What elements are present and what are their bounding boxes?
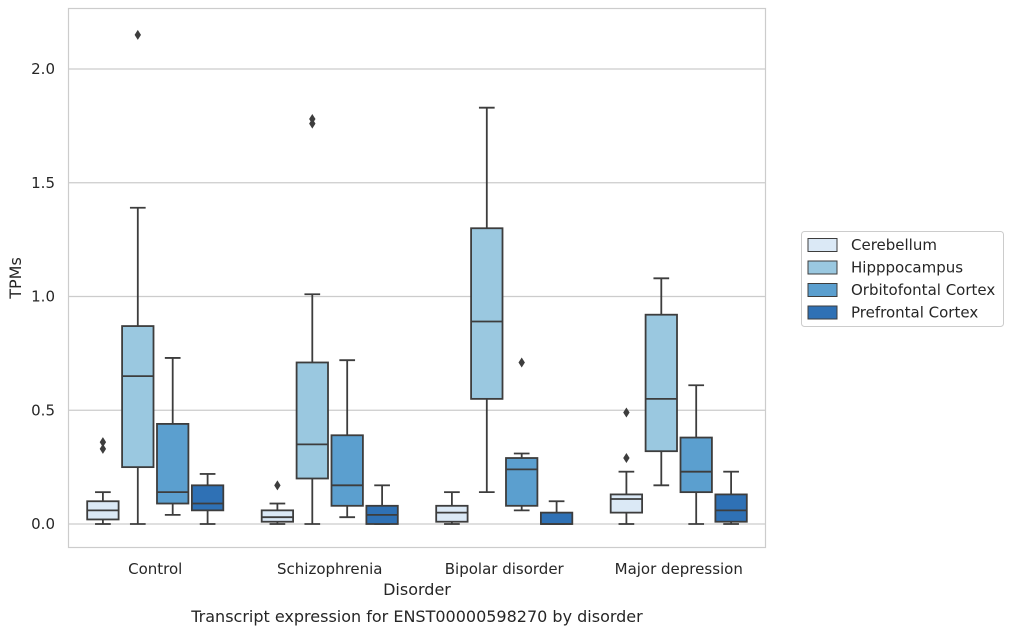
box-0-0 xyxy=(86,437,120,525)
outlier-marker xyxy=(99,443,107,454)
legend-label: Cerebellum xyxy=(851,236,937,254)
y-tick-label: 0.5 xyxy=(31,401,55,419)
legend-label: Hipppocampus xyxy=(851,259,963,277)
x-axis-title: Disorder xyxy=(383,580,451,599)
y-tick-label: 1.0 xyxy=(31,288,55,306)
x-axis-ticks: Control Schizophrenia Bipolar disorder Majo… xyxy=(128,560,743,578)
box-0-2 xyxy=(156,357,190,516)
plot-frame xyxy=(67,7,767,549)
outlier-marker xyxy=(309,114,316,125)
boxes xyxy=(86,29,748,525)
x-tick-label: Major depression xyxy=(615,560,743,578)
legend-label: Prefrontal Cortex xyxy=(851,304,978,322)
x-tick-label: Schizophrenia xyxy=(277,560,382,578)
outlier-marker xyxy=(518,357,525,368)
box-2-3 xyxy=(539,500,574,525)
box-3-0 xyxy=(609,407,644,525)
y-tick-label: 2.0 xyxy=(31,60,55,78)
box-body xyxy=(505,457,539,507)
legend-frame xyxy=(801,231,1004,327)
box-body xyxy=(156,422,190,505)
box-3-3 xyxy=(714,470,748,525)
box-body xyxy=(714,493,748,523)
legend-swatch xyxy=(807,283,838,297)
legend-swatch xyxy=(807,260,838,275)
box-3-2 xyxy=(679,384,713,525)
box-0-3 xyxy=(190,473,225,525)
outlier-marker xyxy=(99,437,107,448)
outlier-marker xyxy=(134,29,141,40)
x-tick-label: Control xyxy=(128,560,182,578)
outlier-marker xyxy=(623,407,630,418)
box-body xyxy=(609,493,644,514)
box-body xyxy=(435,504,469,523)
box-body xyxy=(679,436,713,494)
legend-label: Orbitofontal Cortex xyxy=(851,281,995,299)
box-body xyxy=(260,509,295,523)
chart-caption: Transcript expression for ENST0000059827… xyxy=(190,607,643,626)
y-axis-title: TPMs xyxy=(6,257,25,300)
box-1-3 xyxy=(365,484,399,525)
box-2-0 xyxy=(435,491,469,525)
box-body xyxy=(539,511,574,525)
outlier-marker xyxy=(274,480,281,491)
box-2-1 xyxy=(470,106,504,494)
box-body xyxy=(330,434,364,507)
box-body xyxy=(190,484,225,512)
box-2-2 xyxy=(505,357,539,512)
box-body xyxy=(644,313,678,453)
box-body xyxy=(295,361,329,480)
box-1-2 xyxy=(330,359,364,519)
legend-swatch xyxy=(807,238,838,252)
box-3-1 xyxy=(644,277,678,487)
box-body xyxy=(470,227,504,400)
legend-swatch xyxy=(807,305,838,320)
x-tick-label: Bipolar disorder xyxy=(445,560,565,578)
y-tick-label: 1.5 xyxy=(31,174,55,192)
y-axis-ticks: 0.0 0.5 1.0 1.5 2.0 xyxy=(31,60,55,533)
box-1-1 xyxy=(295,114,329,525)
outlier-marker xyxy=(623,453,630,464)
box-0-1 xyxy=(121,29,155,525)
box-1-0 xyxy=(260,480,295,525)
box-body xyxy=(121,325,155,469)
legend: Cerebellum Hipppocampus Orbitofontal Corte… xyxy=(801,231,1004,327)
y-tick-label: 0.0 xyxy=(31,515,55,533)
